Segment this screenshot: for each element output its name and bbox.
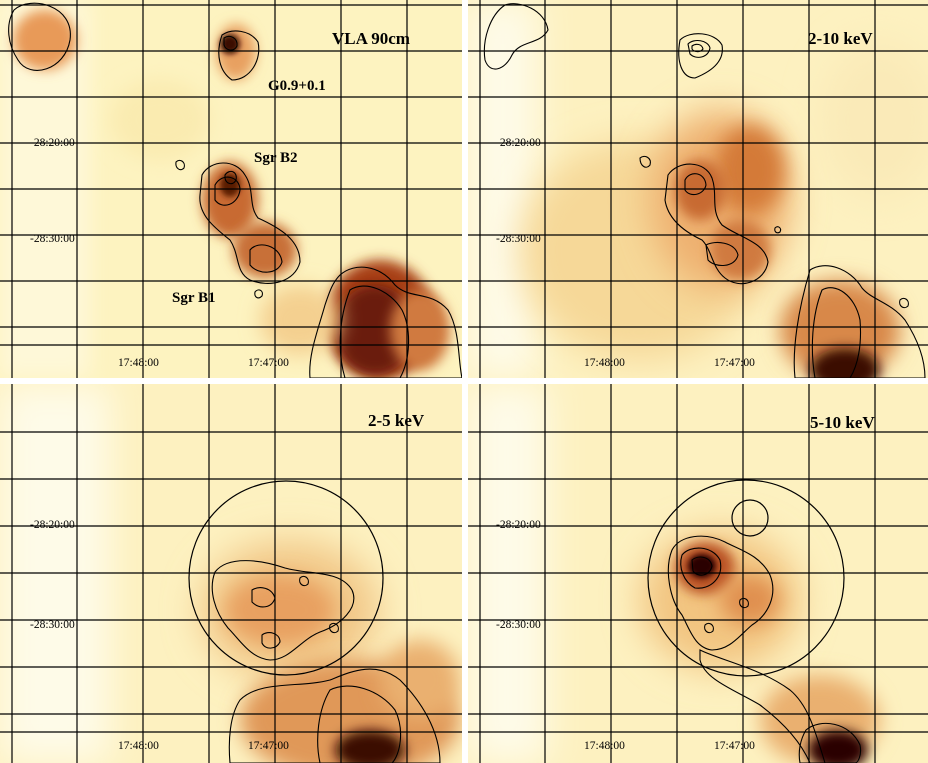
panel-title: VLA 90cm — [332, 29, 410, 48]
dec-label: -28:30:00 — [30, 619, 75, 631]
source-label-g09: G0.9+0.1 — [268, 78, 326, 94]
dec-label: -28:30:00 — [496, 233, 541, 245]
background-region-circle — [731, 499, 769, 537]
panel-title: 5-10 keV — [810, 413, 875, 432]
ra-label: 17:48:00 — [118, 740, 159, 752]
panel-divider — [0, 378, 928, 384]
extraction-region-circle — [188, 480, 384, 676]
ra-label: 17:47:00 — [248, 357, 289, 369]
xray-contours — [667, 535, 862, 763]
ra-label: 17:47:00 — [248, 740, 289, 752]
dec-label: -28:20:00 — [496, 519, 541, 531]
ra-label: 17:47:00 — [714, 357, 755, 369]
dec-label: -28:30:00 — [30, 233, 75, 245]
coordinate-grid — [0, 0, 462, 378]
panel-vla-90cm: VLA 90cm G0.9+0.1 Sgr B2 Sgr B1 -28:20:0… — [0, 0, 462, 378]
panel-2-10-kev: 2-10 keV -28:20:00 -28:30:00 17:48:00 17… — [468, 0, 928, 378]
dec-label: -28:20:00 — [496, 137, 541, 149]
xray-contours — [211, 560, 441, 763]
ra-label: 17:48:00 — [584, 740, 625, 752]
dec-label: -28:30:00 — [496, 619, 541, 631]
xray-contours — [483, 3, 926, 378]
ra-label: 17:48:00 — [584, 357, 625, 369]
dec-label: -28:20:00 — [30, 519, 75, 531]
xray-emission — [468, 384, 880, 763]
source-label-sgr-b2: Sgr B2 — [254, 150, 297, 166]
extraction-region-circle — [647, 479, 845, 677]
ra-label: 17:47:00 — [714, 740, 755, 752]
panel-title: 2-5 keV — [368, 411, 425, 430]
panel-title: 2-10 keV — [808, 29, 873, 48]
source-label-sgr-b1: Sgr B1 — [172, 290, 215, 306]
ra-label: 17:48:00 — [118, 357, 159, 369]
coordinate-grid — [468, 0, 928, 378]
dec-label: -28:20:00 — [30, 137, 75, 149]
panel-5-10-kev: 5-10 keV -28:20:00 -28:30:00 17:48:00 17… — [468, 384, 928, 763]
panel-2-5-kev: 2-5 keV -28:20:00 -28:30:00 17:48:00 17:… — [0, 384, 462, 763]
coordinate-grid — [0, 384, 462, 763]
coordinate-grid — [468, 384, 928, 763]
